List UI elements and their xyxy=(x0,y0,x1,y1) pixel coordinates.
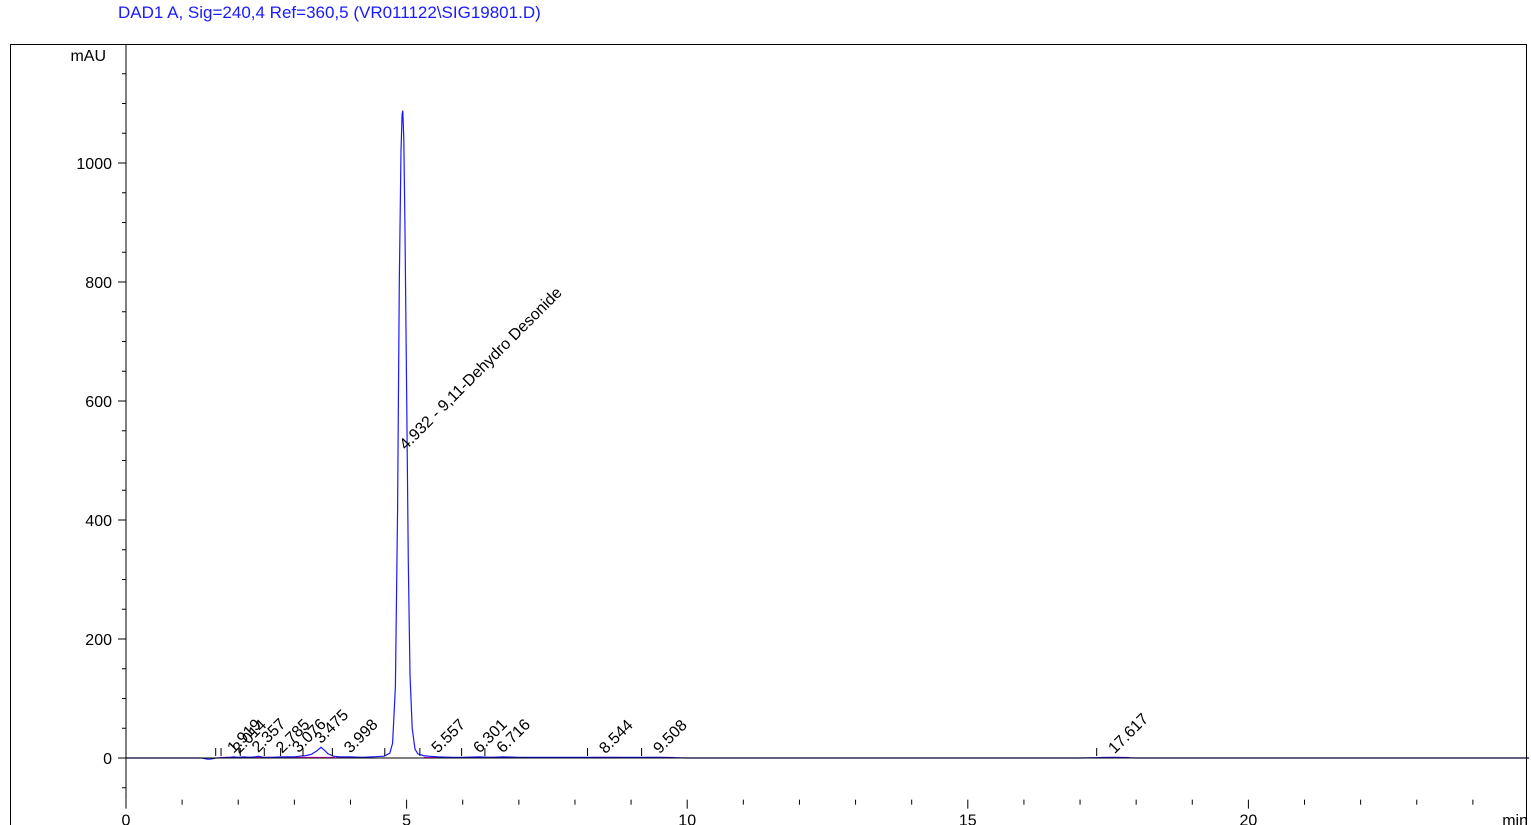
x-tick-label: 15 xyxy=(959,813,977,825)
axes: 0 200 400 600 800 1000 mAU 0 5 10 15 20 min xyxy=(70,44,1529,825)
y-tick-label: 200 xyxy=(85,632,112,649)
x-tick-label: 10 xyxy=(678,813,696,825)
chart-title: DAD1 A, Sig=240,4 Ref=360,5 (VR011122\SI… xyxy=(118,3,541,22)
peak-label: 9.508 xyxy=(650,717,690,757)
peak-label: 5.557 xyxy=(429,716,469,756)
signal-trace-group xyxy=(126,110,1529,760)
signal-trace xyxy=(126,110,1529,760)
y-tick-label: 800 xyxy=(85,275,112,292)
peak-label: 17.617 xyxy=(1105,711,1152,758)
x-tick-label: 20 xyxy=(1240,813,1258,825)
y-tick-label: 0 xyxy=(103,751,112,768)
peak-label: 8.544 xyxy=(596,717,636,757)
peak-label: 4.932 - 9,11-Dehydro Desonide xyxy=(397,284,566,453)
x-tick-label: 5 xyxy=(402,813,411,825)
y-tick-label: 1000 xyxy=(76,156,112,173)
plot-frame xyxy=(10,44,1527,825)
y-tick-label: 400 xyxy=(85,513,112,530)
x-tick-label: 0 xyxy=(122,813,131,825)
peak-annotations: 1.9192.0142.3572.7853.0763.4753.9984.932… xyxy=(215,284,1152,758)
y-tick-label: 600 xyxy=(85,394,112,411)
y-axis-label: mAU xyxy=(70,48,106,65)
x-axis-label: min xyxy=(1502,813,1528,825)
